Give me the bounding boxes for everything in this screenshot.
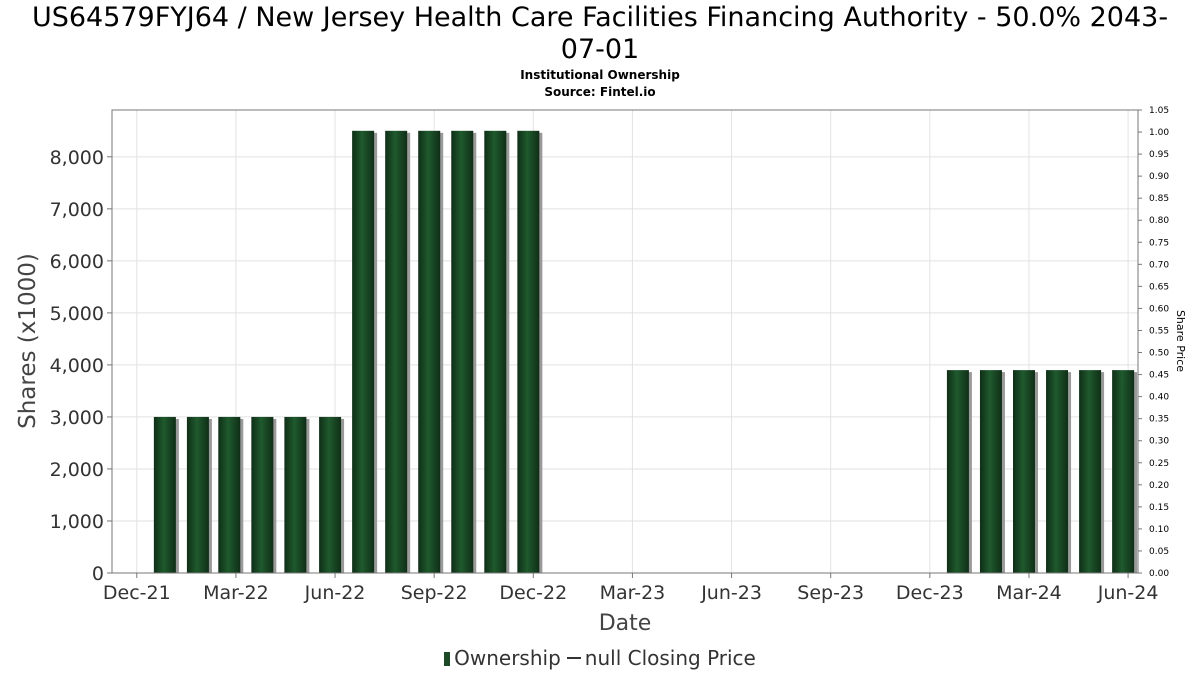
y2-tick-label: 0.50 bbox=[1149, 349, 1169, 359]
ownership-bar bbox=[218, 416, 241, 573]
y2-tick-label: 0.95 bbox=[1149, 150, 1169, 160]
chart-source: Source: Fintel.io bbox=[544, 85, 656, 99]
y-tick-label: 8,000 bbox=[50, 147, 104, 169]
y2-tick-label: 0.90 bbox=[1149, 172, 1169, 182]
legend-label-ownership: Ownership bbox=[454, 646, 561, 670]
y2-tick-label: 0.70 bbox=[1149, 260, 1169, 270]
ownership-bar bbox=[1013, 370, 1035, 573]
chart-title-line-1: US64579FYJ64 / New Jersey Health Care Fa… bbox=[31, 2, 1169, 33]
legend-label-closing-price: null Closing Price bbox=[584, 646, 756, 670]
y2-tick-label: 1.05 bbox=[1149, 106, 1169, 116]
ownership-bar bbox=[517, 130, 540, 573]
ownership-bar bbox=[979, 370, 1002, 573]
y2-tick-label: 0.05 bbox=[1149, 547, 1169, 557]
y2-tick-label: 1.00 bbox=[1149, 128, 1169, 138]
x-tick-label: Mar-22 bbox=[203, 582, 269, 604]
y2-tick-label: 0.65 bbox=[1149, 282, 1169, 292]
x-tick-label: Sep-22 bbox=[401, 582, 468, 604]
x-tick-label: Dec-21 bbox=[103, 582, 171, 604]
ownership-bar bbox=[352, 130, 375, 573]
y2-tick-label: 0.80 bbox=[1149, 216, 1169, 226]
ownership-bar bbox=[451, 130, 474, 573]
y-tick-label: 2,000 bbox=[50, 459, 104, 481]
x-tick-label: Mar-24 bbox=[996, 582, 1062, 604]
y-tick-label: 0 bbox=[92, 563, 104, 585]
x-tick-label: Jun-24 bbox=[1097, 582, 1159, 604]
legend-swatch-closing-price bbox=[566, 657, 581, 659]
y2-tick-label: 0.25 bbox=[1149, 459, 1169, 469]
y-tick-label: 4,000 bbox=[50, 355, 104, 377]
ownership-bar-chart: 0 1,000 2,000 3,000 4,000 5,000 6,000 7,000 8,00… bbox=[15, 106, 1187, 636]
y-tick-label: 1,000 bbox=[50, 511, 104, 533]
y-tick-label: 3,000 bbox=[50, 407, 104, 429]
ownership-bar bbox=[1046, 370, 1069, 573]
legend: Ownership null Closing Price bbox=[0, 646, 1200, 670]
y2-tick-label: 0.60 bbox=[1149, 304, 1169, 314]
ownership-bar bbox=[385, 130, 408, 573]
y2-tick-label: 0.75 bbox=[1149, 238, 1169, 248]
ownership-bar bbox=[153, 416, 176, 573]
x-tick-label: Dec-22 bbox=[499, 582, 567, 604]
y2-tick-label: 0.00 bbox=[1149, 569, 1169, 579]
ownership-bar bbox=[251, 416, 274, 573]
y2-tick-label: 0.10 bbox=[1149, 525, 1169, 535]
y2-tick-label: 0.40 bbox=[1149, 393, 1169, 403]
y2-tick-label: 0.20 bbox=[1149, 481, 1169, 491]
y-tick-label: 7,000 bbox=[50, 199, 104, 221]
ownership-bar bbox=[418, 130, 441, 573]
x-axis-label: Date bbox=[599, 611, 652, 636]
y-tick-label: 6,000 bbox=[50, 251, 104, 273]
y2-tick-label: 0.35 bbox=[1149, 415, 1169, 425]
y2-tick-label: 0.15 bbox=[1149, 503, 1169, 513]
legend-swatch-ownership bbox=[444, 652, 451, 666]
y2-tick-label: 0.55 bbox=[1149, 326, 1169, 336]
ownership-bar bbox=[319, 416, 342, 573]
plot-frame bbox=[111, 109, 1139, 574]
y2-tick-label: 0.45 bbox=[1149, 371, 1169, 381]
chart-subtitle: Institutional Ownership bbox=[520, 68, 680, 82]
chart-title-line-2: 07-01 bbox=[560, 34, 640, 65]
ownership-bar bbox=[1079, 370, 1102, 573]
x-tick-label: Jun-23 bbox=[700, 582, 762, 604]
x-tick-label: Mar-23 bbox=[600, 582, 666, 604]
x-tick-label: Jun-22 bbox=[304, 582, 366, 604]
y-axis-label: Shares (x1000) bbox=[15, 253, 41, 429]
y2-tick-label: 0.85 bbox=[1149, 194, 1169, 204]
ownership-bar bbox=[946, 370, 969, 573]
ownership-bar bbox=[1112, 370, 1135, 573]
axes-group: 0 1,000 2,000 3,000 4,000 5,000 6,000 7,000 8,00… bbox=[50, 106, 1170, 604]
y2-tick-label: 0.30 bbox=[1149, 437, 1169, 447]
ownership-bar bbox=[484, 130, 507, 573]
ownership-bar bbox=[284, 416, 307, 573]
x-tick-label: Dec-23 bbox=[896, 582, 964, 604]
ownership-bar bbox=[186, 416, 209, 573]
y2-axis-label: Share Price bbox=[1174, 310, 1187, 372]
bars-group bbox=[153, 130, 1138, 573]
y-tick-label: 5,000 bbox=[50, 303, 104, 325]
x-tick-label: Sep-23 bbox=[797, 582, 864, 604]
